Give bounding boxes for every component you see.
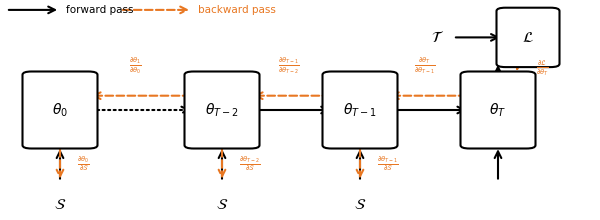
- Text: $\mathcal{L}$: $\mathcal{L}$: [522, 30, 534, 45]
- Text: $\frac{\partial\theta_{T-1}}{\partial\theta_{T-2}}$: $\frac{\partial\theta_{T-1}}{\partial\th…: [278, 56, 300, 76]
- FancyBboxPatch shape: [461, 72, 536, 148]
- Text: $\theta_{T-1}$: $\theta_{T-1}$: [343, 101, 377, 119]
- Text: $\frac{\partial\theta_0}{\partial\mathcal{S}}$: $\frac{\partial\theta_0}{\partial\mathca…: [77, 154, 90, 173]
- Text: $\frac{\partial\mathcal{L}}{\partial\theta_T}$: $\frac{\partial\mathcal{L}}{\partial\the…: [536, 59, 549, 78]
- Text: $\mathcal{S}$: $\mathcal{S}$: [354, 197, 366, 212]
- Text: $\mathcal{T}$: $\mathcal{T}$: [431, 30, 445, 45]
- Text: $\frac{\partial\theta_{T-1}}{\partial\mathcal{S}}$: $\frac{\partial\theta_{T-1}}{\partial\ma…: [377, 154, 398, 173]
- FancyBboxPatch shape: [497, 8, 560, 67]
- Text: $\theta_{T-2}$: $\theta_{T-2}$: [205, 101, 239, 119]
- Text: $\frac{\partial\theta_T}{\partial\theta_{T-1}}$: $\frac{\partial\theta_T}{\partial\theta_…: [414, 56, 436, 76]
- Text: $\theta_T$: $\theta_T$: [490, 101, 506, 119]
- Text: $\theta_0$: $\theta_0$: [52, 101, 68, 119]
- Text: $\frac{\partial\theta_1}{\partial\theta_0}$: $\frac{\partial\theta_1}{\partial\theta_…: [128, 56, 142, 76]
- FancyBboxPatch shape: [23, 72, 97, 148]
- Text: forward pass: forward pass: [66, 5, 133, 15]
- Text: backward pass: backward pass: [198, 5, 276, 15]
- Text: $\frac{\partial\theta_{T-2}}{\partial\mathcal{S}}$: $\frac{\partial\theta_{T-2}}{\partial\ma…: [239, 154, 260, 173]
- FancyBboxPatch shape: [323, 72, 398, 148]
- Text: $\mathcal{S}$: $\mathcal{S}$: [54, 197, 66, 212]
- FancyBboxPatch shape: [185, 72, 260, 148]
- Text: $\mathcal{S}$: $\mathcal{S}$: [216, 197, 228, 212]
